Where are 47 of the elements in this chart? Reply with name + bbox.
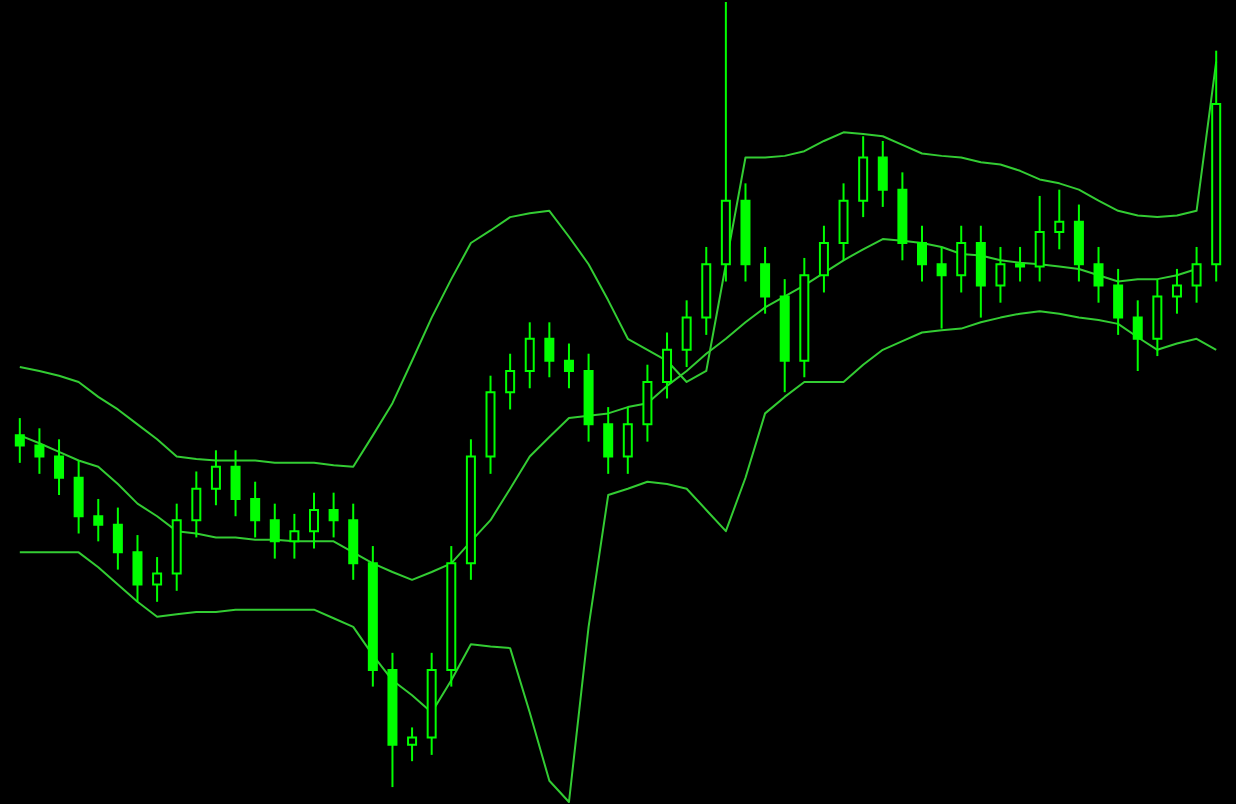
candlestick xyxy=(309,491,319,550)
candlestick xyxy=(73,459,84,535)
candlestick xyxy=(191,470,202,539)
candlestick xyxy=(34,427,45,475)
candlestick xyxy=(662,331,673,400)
candlestick xyxy=(14,417,25,464)
candlestick xyxy=(1132,299,1143,372)
candlestick xyxy=(328,491,339,539)
candlestick xyxy=(877,139,888,208)
candlestick xyxy=(995,245,1006,304)
candlestick xyxy=(210,449,221,507)
candlestick xyxy=(1015,245,1026,283)
candlestick xyxy=(1054,188,1065,251)
candlestick xyxy=(544,321,555,379)
candlestick xyxy=(956,224,967,294)
candlestick xyxy=(917,224,927,283)
candlestick xyxy=(407,726,418,763)
candlestick xyxy=(505,352,516,411)
candlestick xyxy=(269,502,280,560)
candlestick xyxy=(563,342,574,390)
candlestick xyxy=(93,497,104,543)
candlestick xyxy=(1191,245,1202,304)
candlestick xyxy=(132,534,143,603)
candlestick xyxy=(112,506,123,571)
candlestick xyxy=(1073,203,1084,283)
candlestick xyxy=(348,502,359,581)
candlestick xyxy=(1093,245,1104,304)
candlestick xyxy=(975,224,986,319)
candlestick xyxy=(250,480,261,539)
candlestick xyxy=(936,245,947,330)
candlestick xyxy=(524,321,535,390)
candlestick xyxy=(289,512,300,560)
candlestick xyxy=(858,135,869,219)
candlestick xyxy=(1152,278,1163,358)
candlestick xyxy=(838,182,849,262)
candlestick xyxy=(1171,267,1182,315)
candlestick xyxy=(230,449,241,518)
candlestick xyxy=(622,406,633,475)
candlestick xyxy=(152,556,163,603)
candlestick xyxy=(1034,194,1045,283)
candlestick xyxy=(760,245,771,315)
candlestick xyxy=(681,299,692,369)
candlestick xyxy=(642,363,653,443)
candlestick xyxy=(54,438,65,497)
candlestick xyxy=(603,406,614,475)
candlestick xyxy=(1113,267,1124,336)
candlestick xyxy=(818,224,829,294)
